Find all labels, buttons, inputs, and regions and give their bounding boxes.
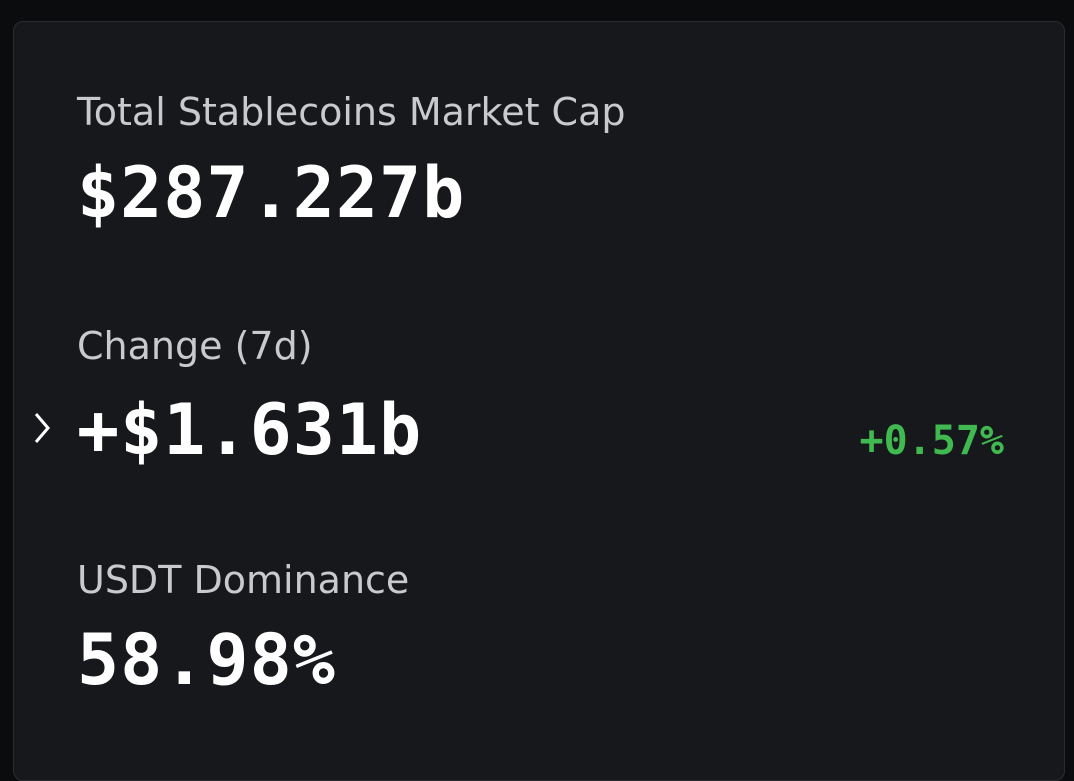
stat-label: Total Stablecoins Market Cap: [77, 90, 626, 134]
page: Total Stablecoins Market Cap $287.227b C…: [13, 21, 1065, 781]
stats-card: Total Stablecoins Market Cap $287.227b C…: [13, 21, 1065, 781]
change-percent: +0.57%: [859, 418, 1005, 464]
stat-value: $287.227b: [77, 152, 466, 234]
stat-label: USDT Dominance: [77, 558, 410, 602]
stat-value: +$1.631b: [77, 389, 423, 471]
expand-chevron[interactable]: [32, 410, 52, 446]
stat-value: 58.98%: [77, 619, 336, 701]
stat-label: Change (7d): [77, 324, 313, 368]
